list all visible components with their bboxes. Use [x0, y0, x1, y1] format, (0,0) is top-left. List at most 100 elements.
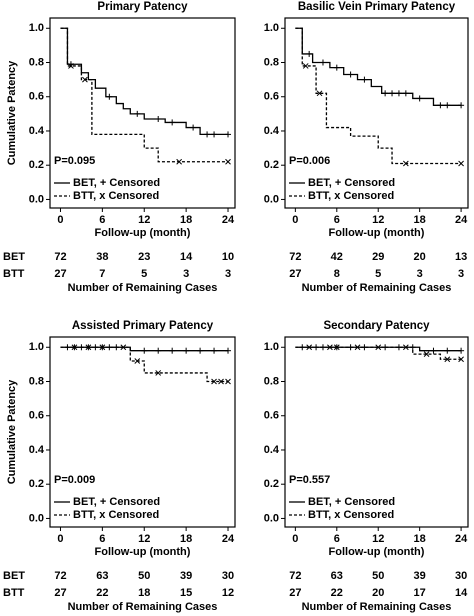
p-value: P=0.009 — [54, 474, 95, 486]
at-risk-count: 63 — [96, 570, 108, 582]
at-risk-count: 38 — [96, 251, 108, 263]
x-tick-label: 18 — [180, 533, 192, 545]
censor-mark — [225, 378, 231, 385]
at-risk-count: 50 — [372, 570, 384, 582]
y-tick-label: 0.4 — [264, 444, 280, 456]
at-risk-label: Number of Remaining Cases — [302, 282, 452, 294]
panel-title: Primary Patency — [97, 1, 188, 13]
p-value: P=0.006 — [289, 155, 330, 167]
at-risk-count: 14 — [180, 251, 193, 263]
y-tick-label: 0.6 — [264, 91, 279, 103]
at-risk-count: 8 — [334, 268, 340, 280]
x-tick-label: 0 — [57, 533, 63, 545]
panel-title: Assisted Primary Patency — [72, 320, 214, 332]
risk-row-label: BET — [3, 251, 25, 263]
censor-stroke — [99, 344, 106, 351]
legend-label: BTT, x Censored — [73, 509, 159, 521]
y-tick-label: 1.0 — [29, 22, 44, 34]
panel-title: Secondary Patency — [323, 320, 430, 332]
censor-stroke — [82, 76, 88, 83]
survival-curve — [60, 27, 229, 163]
y-tick-label: 0.6 — [29, 91, 44, 103]
censor-mark — [225, 347, 232, 354]
censor-mark — [402, 90, 409, 97]
at-risk-count: 18 — [138, 587, 150, 599]
y-tick-label: 0.6 — [264, 410, 279, 422]
legend-label: BTT, x Censored — [308, 190, 394, 202]
censor-mark — [316, 90, 323, 97]
at-risk-count: 12 — [222, 587, 234, 599]
y-tick-label: 0.8 — [264, 375, 279, 387]
censor-mark — [134, 358, 141, 364]
censor-mark — [211, 378, 217, 385]
censor-stroke — [68, 63, 74, 69]
at-risk-count: 17 — [414, 587, 426, 599]
y-tick-label: 0.8 — [29, 56, 44, 68]
at-risk-count: 5 — [375, 268, 381, 280]
x-tick-label: 0 — [292, 533, 298, 545]
survival-curve — [295, 27, 462, 106]
censor-stroke — [458, 160, 464, 167]
at-risk-count: 27 — [289, 587, 301, 599]
x-tick-label: 12 — [372, 214, 384, 226]
at-risk-count: 72 — [54, 570, 66, 582]
at-risk-count: 39 — [414, 570, 426, 582]
censor-mark — [430, 347, 437, 354]
y-tick-label: 0.0 — [264, 512, 279, 524]
legend-label: BET, + Censored — [308, 496, 395, 508]
censor-stroke — [458, 356, 464, 363]
censor-stroke — [423, 351, 430, 357]
legend-label: BTT, x Censored — [308, 509, 394, 521]
y-tick-label: 0.2 — [29, 159, 44, 171]
x-tick-label: 12 — [138, 533, 150, 545]
censor-mark — [333, 64, 340, 71]
at-risk-count: 50 — [138, 570, 150, 582]
y-tick-label: 0.2 — [29, 478, 44, 490]
censor-mark — [225, 131, 232, 138]
censor-mark — [382, 90, 389, 97]
censor-stroke — [134, 358, 141, 364]
x-tick-label: 12 — [138, 214, 150, 226]
censor-mark — [169, 119, 176, 126]
x-tick-label: 12 — [372, 533, 384, 545]
at-risk-count: 22 — [331, 587, 343, 599]
y-tick-label: 0.2 — [264, 478, 279, 490]
at-risk-count: 10 — [222, 251, 234, 263]
censor-mark — [375, 344, 382, 351]
censor-stroke — [444, 356, 451, 363]
x-tick-label: 18 — [414, 214, 426, 226]
censor-mark — [82, 76, 88, 83]
censor-stroke — [225, 378, 231, 385]
at-risk-count: 27 — [54, 268, 66, 280]
survival-curve — [295, 346, 462, 360]
at-risk-count: 22 — [96, 587, 108, 599]
y-tick-label: 0.4 — [264, 125, 280, 137]
censor-stroke — [85, 344, 92, 351]
censor-mark — [302, 63, 309, 69]
censor-mark — [155, 347, 162, 354]
legend-label: BET, + Censored — [308, 177, 395, 189]
at-risk-count: 20 — [414, 251, 426, 263]
y-axis-label: Cumulative Patency — [6, 60, 18, 165]
censor-mark — [333, 344, 340, 351]
plot-frame — [49, 336, 236, 528]
censor-mark — [106, 93, 113, 100]
censor-mark — [99, 344, 106, 351]
censor-stroke — [155, 370, 162, 376]
at-risk-count: 63 — [331, 570, 343, 582]
risk-row-label: BTT — [3, 268, 25, 280]
censor-mark — [458, 102, 465, 109]
censor-mark — [211, 131, 218, 138]
x-tick-label: 18 — [414, 533, 426, 545]
censor-mark — [444, 102, 451, 109]
censor-stroke — [402, 344, 409, 351]
at-risk-count: 29 — [372, 251, 384, 263]
risk-row-label: BTT — [3, 587, 25, 599]
plot-frame — [284, 336, 469, 528]
plot-frame — [49, 17, 236, 209]
at-risk-count: 30 — [455, 570, 467, 582]
at-risk-count: 23 — [138, 251, 150, 263]
censor-mark — [458, 347, 465, 354]
y-tick-label: 0.4 — [29, 125, 45, 137]
censor-mark — [204, 131, 211, 138]
